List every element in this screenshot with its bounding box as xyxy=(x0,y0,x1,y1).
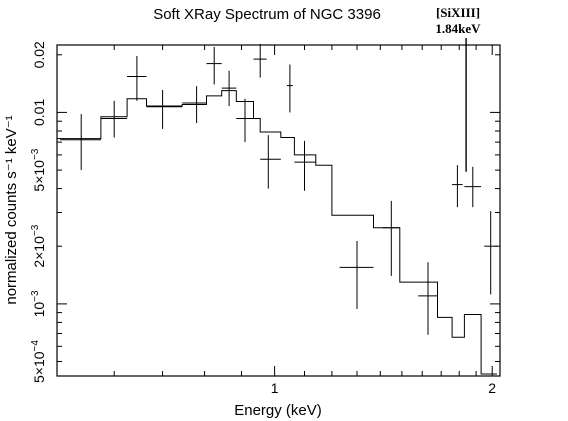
data-point xyxy=(127,56,147,101)
x-axis-title: Energy (keV) xyxy=(234,402,322,419)
data-point xyxy=(221,70,237,106)
model-step-curve xyxy=(57,90,497,375)
y-axis-ticks: 5×10−4 10−3 2×10−3 5×10−3 0.01 0.02 xyxy=(30,41,500,383)
y-tick-label: 0.02 xyxy=(31,41,47,68)
data-point xyxy=(236,98,254,143)
y-tick-label: 5×10−3 xyxy=(30,148,47,191)
model-curve-layer xyxy=(57,90,497,375)
y-tick-label: 2×10−3 xyxy=(30,224,47,267)
plot-frame xyxy=(56,44,501,377)
data-point xyxy=(146,90,183,129)
data-point xyxy=(294,140,316,191)
y-tick-label: 10−3 xyxy=(30,290,47,317)
data-point xyxy=(452,165,463,208)
data-point xyxy=(484,211,497,295)
data-point xyxy=(253,43,267,78)
y-tick-label: 0.01 xyxy=(31,99,47,126)
y-axis-title: normalized counts s⁻¹ keV⁻¹ xyxy=(3,115,20,304)
data-points-layer xyxy=(60,43,497,335)
data-point xyxy=(382,200,400,276)
x-tick-label: 1 xyxy=(271,380,279,396)
data-point xyxy=(418,262,438,335)
chart-title: Soft XRay Spectrum of NGC 3396 xyxy=(153,6,381,23)
y-tick-label: 5×10−4 xyxy=(30,340,47,383)
annotation-line-name: [SiXIII] xyxy=(436,5,480,20)
data-point xyxy=(286,64,293,113)
data-point xyxy=(464,166,482,208)
data-point xyxy=(260,135,281,189)
annotation-line-energy: 1.84keV xyxy=(435,21,481,36)
data-point xyxy=(339,241,374,309)
data-point xyxy=(206,46,222,85)
data-point xyxy=(182,86,207,124)
data-point xyxy=(100,100,128,138)
x-tick-label: 2 xyxy=(488,380,496,396)
data-point xyxy=(60,114,101,171)
